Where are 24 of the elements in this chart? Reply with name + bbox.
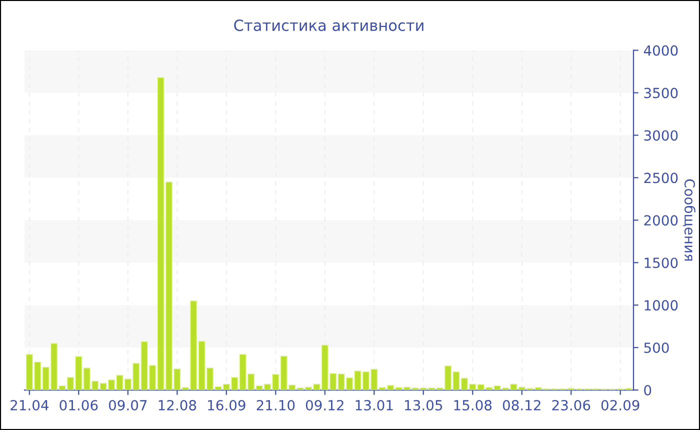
x-tick-label: 09.12 (306, 400, 344, 410)
y-tick-label: 3500 (644, 88, 678, 98)
x-tick-label: 13.01 (356, 400, 393, 410)
y-tick-label: 2000 (644, 215, 678, 226)
x-tick-label: 13.05 (405, 400, 442, 410)
y-tick-label: 1500 (644, 258, 678, 268)
x-tick-label: 16.09 (208, 400, 246, 410)
y-tick-label: 4000 (644, 45, 678, 56)
x-tick-label: 01.06 (60, 400, 98, 410)
x-tick-label: 09.07 (108, 400, 147, 410)
y-tick-label: 0 (644, 384, 652, 396)
x-tick-label: 02.09 (601, 400, 640, 410)
y-tick-label: 500 (644, 342, 669, 354)
x-tick-label: 23.06 (552, 400, 590, 410)
x-tick-label: 21.10 (256, 400, 295, 410)
chart-title: Статистика активности (234, 20, 424, 32)
x-tick-label: 12.08 (158, 400, 196, 410)
x-tick-label: 15.08 (454, 400, 492, 410)
x-tick-label: 21.04 (10, 400, 49, 410)
y-axis-title: Сообщения (682, 179, 696, 261)
y-tick-label: 1000 (644, 300, 678, 311)
y-tick-label: 2500 (644, 172, 678, 184)
y-tick-label: 3000 (644, 130, 678, 141)
x-tick-label: 08.12 (502, 400, 540, 410)
